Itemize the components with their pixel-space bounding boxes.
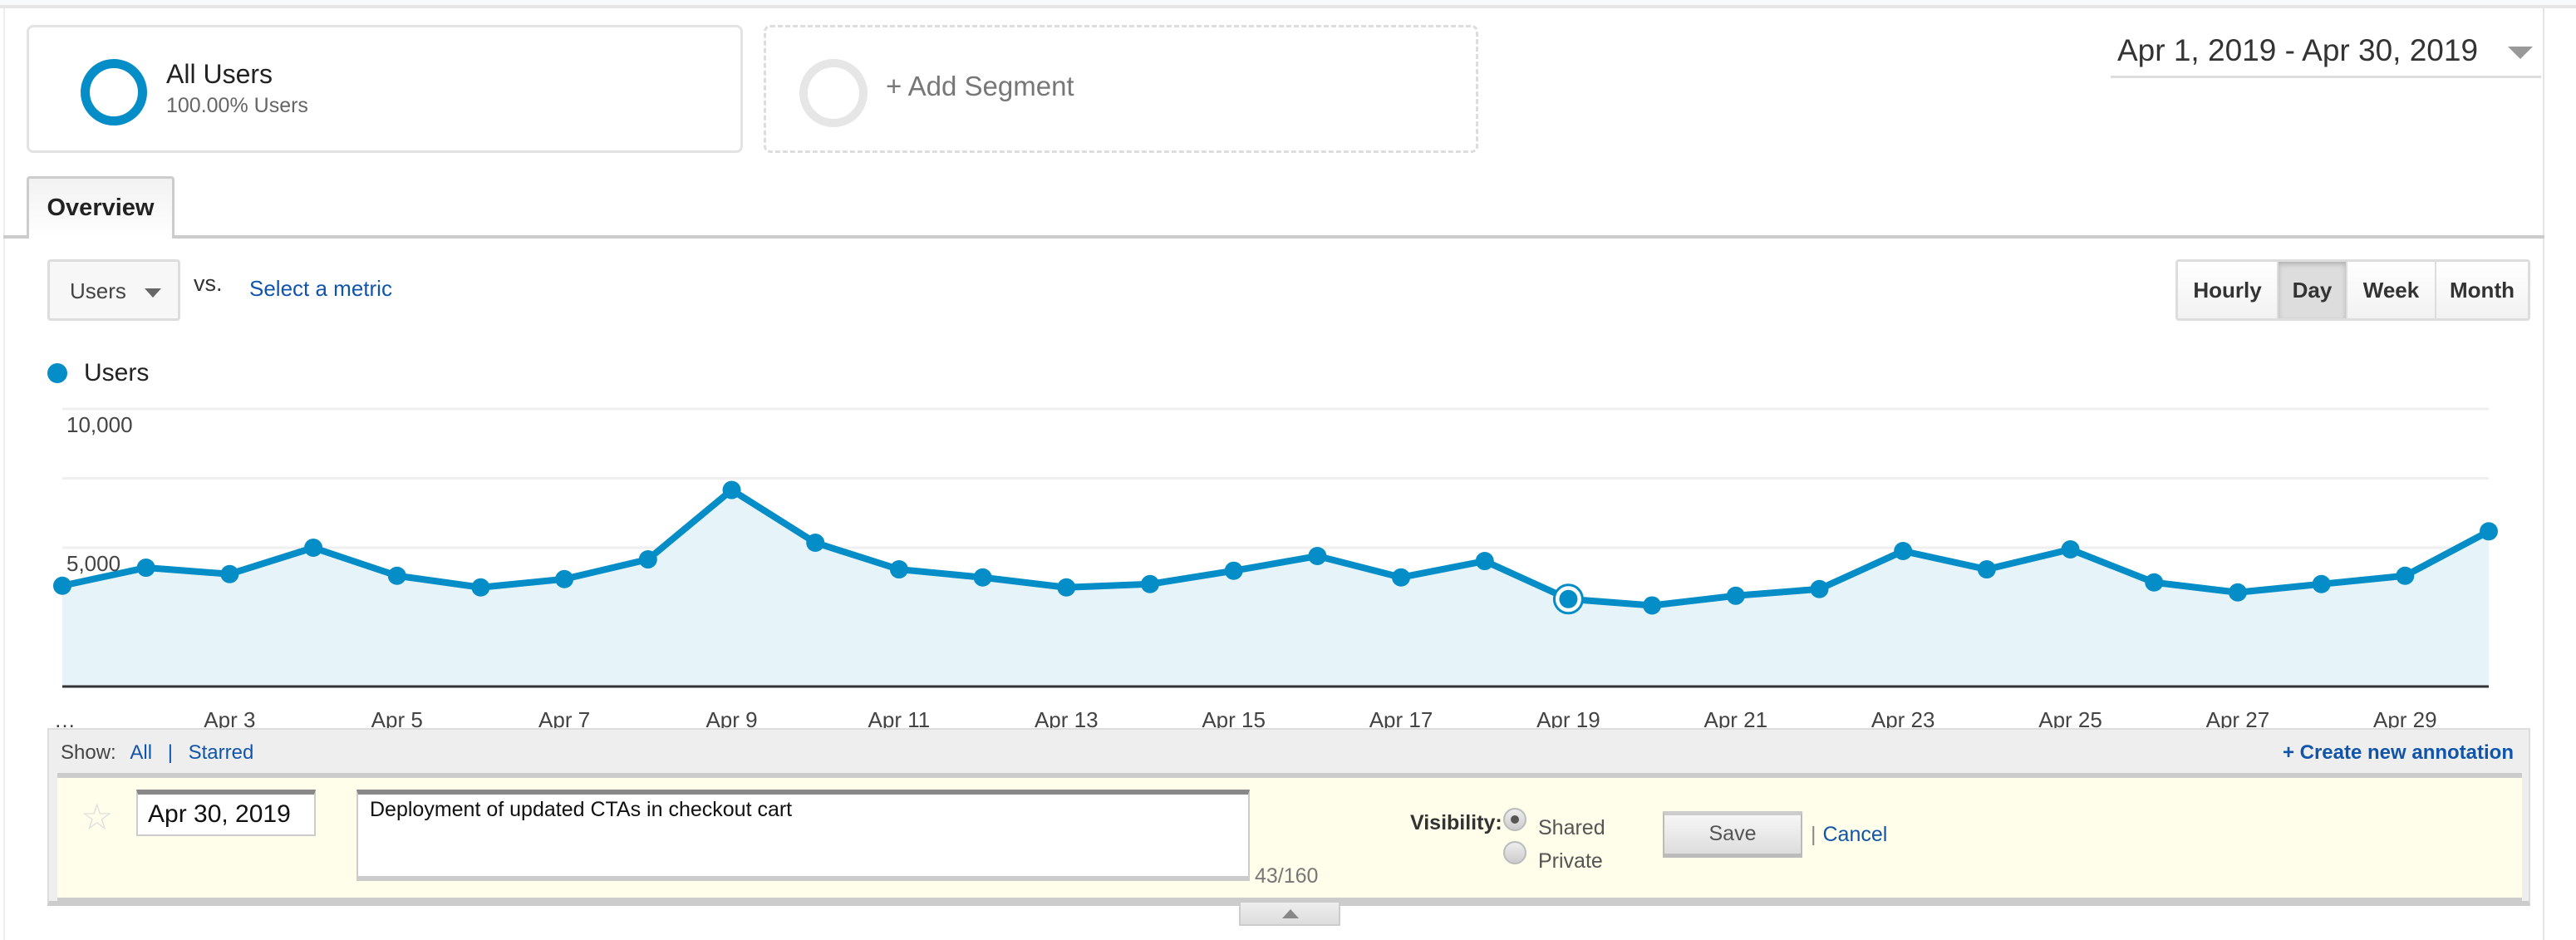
data-point (2145, 573, 2164, 592)
data-point (2061, 540, 2080, 559)
data-point (1810, 579, 1829, 598)
data-point (2396, 566, 2415, 585)
segment-detail: 100.00% Users (166, 94, 308, 117)
segment-all-users[interactable]: All Users 100.00% Users (27, 25, 743, 153)
cancel-link[interactable]: Cancel (1822, 823, 1888, 846)
y-tick-label: 10,000 (66, 412, 133, 437)
save-button[interactable]: Save (1663, 811, 1802, 858)
tab-overview[interactable]: Overview (27, 176, 175, 239)
segment-name: All Users (166, 59, 273, 89)
shared-label: Shared (1538, 816, 1605, 839)
metric-dropdown[interactable]: Users (47, 259, 180, 321)
x-tick-label: Apr 23 (1871, 707, 1935, 731)
top-bar (0, 0, 2576, 8)
create-annotation-link[interactable]: + Create new annotation (2282, 741, 2514, 764)
data-point (304, 539, 323, 557)
data-point (1140, 574, 1159, 593)
separator: | (1811, 823, 1816, 846)
character-count: 43/160 (1255, 864, 1319, 888)
data-point (2312, 574, 2331, 593)
shared-radio[interactable] (1503, 808, 1526, 831)
month-button[interactable]: Month (2436, 262, 2528, 318)
legend-label: Users (84, 359, 150, 386)
add-segment-button[interactable]: + Add Segment (764, 25, 1478, 153)
x-tick-label: Apr 29 (2373, 707, 2437, 731)
x-tick-label: Apr 25 (2038, 707, 2102, 731)
x-tick-label: Apr 19 (1536, 707, 1600, 731)
select-metric-link[interactable]: Select a metric (249, 276, 392, 301)
annotation-panel: Show: All | Starred + Create new annotat… (47, 728, 2530, 906)
x-tick-label: Apr 27 (2206, 707, 2270, 731)
x-tick-label: Apr 15 (1202, 707, 1266, 731)
y-tick-label: 5,000 (66, 551, 120, 576)
data-point (1977, 560, 1996, 579)
caret-up-icon (1282, 909, 1299, 918)
area-fill (62, 490, 2489, 687)
show-starred-link[interactable]: Starred (188, 741, 254, 764)
page-frame (3, 8, 2544, 940)
x-tick-label: Apr 5 (371, 707, 423, 731)
x-tick-label: Apr 17 (1369, 707, 1433, 731)
users-chart: 10,000 5,000 … Apr 3 Apr 5 Apr 7 Apr 9 Apr 11 Ap… (53, 407, 2498, 731)
vs-label: vs. (194, 271, 223, 296)
x-tick-label: Apr 21 (1703, 707, 1767, 731)
data-point (2228, 583, 2247, 602)
collapse-annotations-button[interactable] (1239, 903, 1340, 926)
segment-circle-icon (81, 59, 147, 125)
data-point (220, 564, 239, 583)
granularity-toggle: Hourly Day Week Month (2175, 259, 2530, 321)
x-tick-label: Apr 11 (868, 707, 931, 731)
date-range-picker[interactable]: Apr 1, 2019 - Apr 30, 2019 (2111, 30, 2541, 78)
annotation-text-input[interactable]: Deployment of updated CTAs in checkout c… (356, 790, 1250, 881)
data-point (973, 568, 992, 587)
cancel-control: | Cancel (1811, 823, 1894, 847)
annotation-form: ☆ Deployment of updated CTAs in checkout… (57, 773, 2522, 901)
empty-segment-circle-icon (799, 59, 868, 127)
data-point (1559, 589, 1578, 608)
data-point (2480, 522, 2498, 541)
data-point (136, 559, 155, 578)
tab-divider (3, 235, 2544, 239)
x-tick-label: Apr 3 (204, 707, 255, 731)
data-point (53, 576, 71, 595)
data-point (1392, 568, 1411, 587)
day-button[interactable]: Day (2279, 262, 2347, 318)
visibility-label: Visibility: (1410, 811, 1502, 834)
data-point (1475, 552, 1494, 571)
show-all-link[interactable]: All (130, 741, 153, 764)
x-tick-label: … (54, 707, 76, 731)
star-icon[interactable]: ☆ (81, 797, 114, 838)
caret-down-icon (2508, 47, 2533, 59)
data-point (806, 533, 825, 552)
data-point (889, 560, 908, 579)
separator: | (167, 741, 173, 764)
caret-down-icon (145, 288, 161, 298)
legend-dot-icon (47, 363, 67, 383)
annotation-date-input[interactable] (136, 790, 316, 836)
data-point (1057, 578, 1076, 597)
data-point (722, 480, 741, 500)
x-tick-label: Apr 13 (1035, 707, 1099, 731)
add-segment-label: + Add Segment (886, 71, 1074, 101)
show-label: Show: (61, 741, 116, 764)
data-point (1643, 596, 1662, 615)
show-filter: Show: All | Starred (61, 741, 253, 765)
data-point (638, 550, 657, 569)
data-point (1894, 542, 1913, 561)
series-line-users (61, 486, 2490, 609)
metric-selected: Users (70, 278, 126, 303)
x-tick-label: Apr 9 (705, 707, 757, 731)
date-range-text: Apr 1, 2019 - Apr 30, 2019 (2117, 33, 2479, 67)
data-point (555, 569, 574, 588)
private-radio[interactable] (1503, 841, 1526, 864)
data-point (471, 578, 490, 597)
x-tick-label: Apr 7 (538, 707, 590, 731)
week-button[interactable]: Week (2347, 262, 2436, 318)
data-point (387, 566, 406, 585)
hourly-button[interactable]: Hourly (2178, 262, 2279, 318)
data-point (1308, 547, 1327, 566)
data-point (1224, 561, 1243, 580)
private-label: Private (1538, 849, 1603, 873)
data-point (1726, 586, 1745, 605)
